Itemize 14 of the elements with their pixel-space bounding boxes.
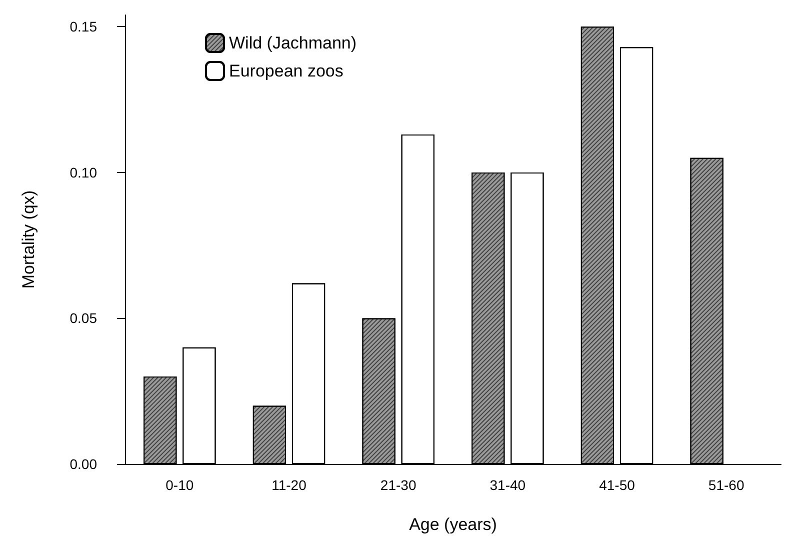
x-tick-label: 0-10: [166, 477, 194, 493]
x-tick-label: 31-40: [490, 477, 526, 493]
legend-label: European zoos: [229, 62, 344, 80]
legend-label: Wild (Jachmann): [229, 34, 357, 52]
y-tick-label: 0.15: [70, 18, 98, 35]
y-tick-label: 0.00: [70, 456, 98, 472]
x-tick-label: 41-50: [599, 477, 636, 493]
x-tick-label: 11-20: [272, 477, 307, 493]
x-tick-label: 21-30: [380, 477, 416, 493]
y-tick-label: 0.05: [70, 310, 98, 326]
x-axis-title: Age (years): [409, 515, 497, 534]
x-tick-label: 51-60: [708, 477, 744, 493]
y-tick-label: 0.10: [70, 164, 98, 180]
y-axis-title: Mortality (qx): [19, 190, 38, 289]
